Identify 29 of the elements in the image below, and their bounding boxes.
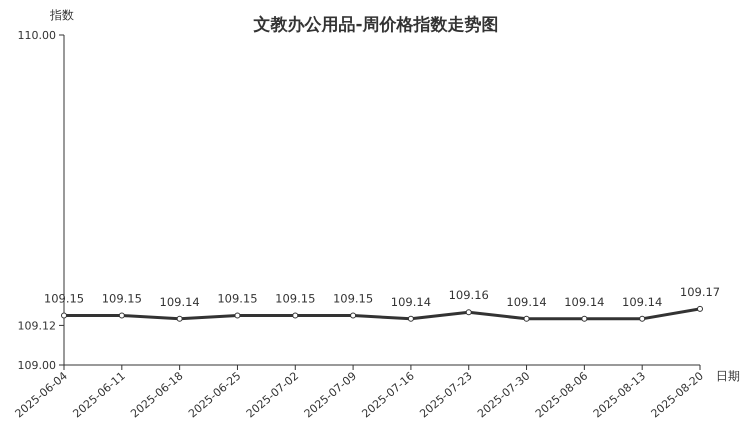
chart-title: 文教办公用品-周价格指数走势图 [252,15,499,35]
point [234,312,240,318]
y-axis-title: 指数 [49,8,74,22]
data-label: 109.14 [564,294,604,309]
point [581,316,588,322]
point [697,306,703,312]
point [292,312,298,318]
y-tick-label: 109.12 [18,319,56,332]
data-label: 109.14 [160,294,200,309]
x-axis-title: 日期 [716,369,740,383]
point [176,316,183,322]
point [118,312,125,318]
point [524,316,530,322]
data-label: 109.15 [102,292,142,306]
y-tick-label: 110.00 [18,29,56,42]
data-label: 109.14 [506,294,547,309]
point [408,316,414,322]
point [639,316,646,322]
data-label: 109.15 [217,292,258,306]
point [350,312,356,318]
data-label: 109.15 [275,292,316,306]
data-label: 109.14 [622,294,662,309]
point [466,309,472,316]
data-label: 109.17 [680,284,720,299]
point [61,312,67,318]
data-label: 109.16 [448,288,489,302]
y-tick-label: 109.00 [18,359,56,372]
data-label: 109.15 [332,292,374,306]
data-label: 109.14 [390,294,432,309]
